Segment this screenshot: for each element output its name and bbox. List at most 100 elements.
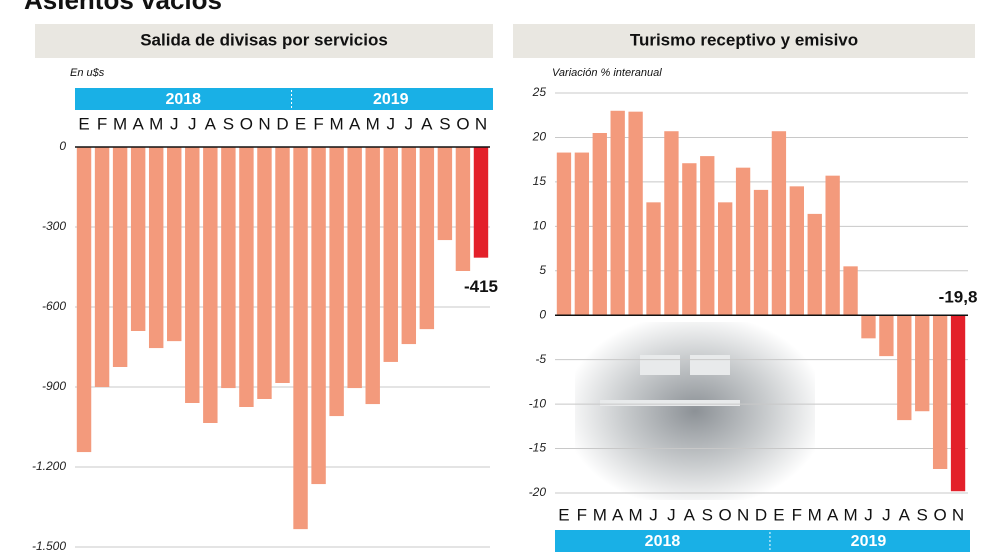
panel-title: Salida de divisas por servicios bbox=[140, 30, 388, 49]
value-label: -19,8 bbox=[939, 288, 978, 307]
x-tick-label: M bbox=[330, 114, 344, 133]
bar bbox=[239, 147, 254, 407]
x-tick-label: A bbox=[827, 505, 839, 524]
y-tick-label: 0 bbox=[59, 139, 66, 153]
bar bbox=[112, 147, 128, 367]
x-tick-label: O bbox=[934, 505, 947, 524]
year-band bbox=[75, 88, 493, 110]
bar bbox=[592, 133, 607, 316]
bar bbox=[789, 186, 804, 316]
bar bbox=[932, 315, 948, 469]
bar bbox=[383, 147, 398, 362]
x-tick-label: S bbox=[439, 114, 450, 133]
bar bbox=[293, 147, 308, 530]
bar bbox=[950, 315, 966, 492]
x-tick-label: J bbox=[188, 114, 197, 133]
x-tick-label: A bbox=[205, 114, 217, 133]
x-tick-label: M bbox=[366, 114, 380, 133]
bar bbox=[807, 213, 822, 316]
y-tick-label: 0 bbox=[539, 307, 546, 321]
year-label: 2019 bbox=[373, 91, 409, 108]
bar bbox=[771, 131, 787, 316]
x-tick-label: A bbox=[899, 505, 911, 524]
bar bbox=[185, 147, 200, 403]
bar bbox=[753, 189, 769, 316]
x-tick-label: F bbox=[792, 505, 802, 524]
bar bbox=[700, 156, 715, 316]
bar bbox=[879, 315, 894, 357]
x-tick-label: J bbox=[864, 505, 873, 524]
y-tick-label: -5 bbox=[535, 352, 546, 366]
bar bbox=[365, 147, 380, 405]
y-tick-label: -1.500 bbox=[32, 539, 66, 553]
x-tick-label: M bbox=[808, 505, 822, 524]
x-tick-label: J bbox=[405, 114, 414, 133]
x-tick-label: D bbox=[755, 505, 767, 524]
x-tick-label: N bbox=[258, 114, 270, 133]
bar bbox=[94, 147, 110, 387]
bar bbox=[401, 147, 417, 345]
title-band bbox=[513, 24, 975, 58]
x-tick-label: F bbox=[313, 114, 323, 133]
x-tick-label: M bbox=[629, 505, 643, 524]
year-band bbox=[555, 530, 970, 552]
x-tick-label: J bbox=[170, 114, 179, 133]
title-band bbox=[35, 24, 493, 58]
bar bbox=[437, 147, 453, 241]
y-tick-label: -1.200 bbox=[32, 459, 66, 473]
y-tick-label: -10 bbox=[529, 396, 547, 410]
y-tick-label: -300 bbox=[42, 219, 66, 233]
bar bbox=[628, 111, 643, 316]
x-tick-label: E bbox=[78, 114, 89, 133]
x-tick-label: J bbox=[649, 505, 658, 524]
bar bbox=[473, 147, 489, 258]
x-tick-label: E bbox=[295, 114, 306, 133]
bar bbox=[275, 147, 290, 383]
bar bbox=[203, 147, 218, 423]
bar bbox=[76, 147, 92, 453]
bar bbox=[347, 147, 362, 389]
bar bbox=[329, 147, 344, 417]
x-tick-label: O bbox=[719, 505, 732, 524]
x-tick-label: N bbox=[737, 505, 749, 524]
x-tick-label: A bbox=[421, 114, 433, 133]
x-tick-label: J bbox=[667, 505, 676, 524]
unit-label: En u$s bbox=[70, 67, 105, 79]
bar bbox=[718, 202, 733, 316]
x-tick-label: M bbox=[843, 505, 857, 524]
bar bbox=[221, 147, 236, 389]
x-tick-label: E bbox=[558, 505, 569, 524]
x-tick-label: J bbox=[882, 505, 891, 524]
bar bbox=[861, 315, 876, 339]
year-label: 2018 bbox=[645, 533, 681, 550]
x-tick-label: A bbox=[132, 114, 144, 133]
y-tick-label: 15 bbox=[533, 174, 547, 188]
x-tick-label: O bbox=[240, 114, 253, 133]
x-tick-label: D bbox=[276, 114, 288, 133]
y-tick-label: -900 bbox=[42, 379, 66, 393]
x-tick-label: A bbox=[684, 505, 696, 524]
bar bbox=[843, 266, 858, 316]
bar bbox=[915, 315, 930, 412]
bar bbox=[610, 110, 625, 316]
y-tick-label: 20 bbox=[532, 130, 547, 144]
bar bbox=[167, 147, 182, 342]
bar bbox=[646, 202, 661, 316]
y-tick-label: 10 bbox=[533, 219, 547, 233]
x-tick-label: F bbox=[97, 114, 107, 133]
x-tick-label: F bbox=[577, 505, 587, 524]
bar bbox=[574, 152, 590, 316]
unit-label: Variación % interanual bbox=[552, 67, 662, 79]
headline: Asientos vacíos bbox=[24, 0, 222, 15]
panel-title: Turismo receptivo y emisivo bbox=[630, 30, 858, 49]
x-tick-label: S bbox=[223, 114, 234, 133]
bar bbox=[556, 152, 572, 316]
x-tick-label: M bbox=[113, 114, 127, 133]
x-tick-label: A bbox=[349, 114, 361, 133]
x-tick-label: E bbox=[773, 505, 784, 524]
bar bbox=[735, 167, 751, 316]
x-tick-label: S bbox=[702, 505, 713, 524]
bar bbox=[130, 147, 146, 331]
bar bbox=[419, 147, 435, 330]
bar bbox=[897, 315, 912, 421]
